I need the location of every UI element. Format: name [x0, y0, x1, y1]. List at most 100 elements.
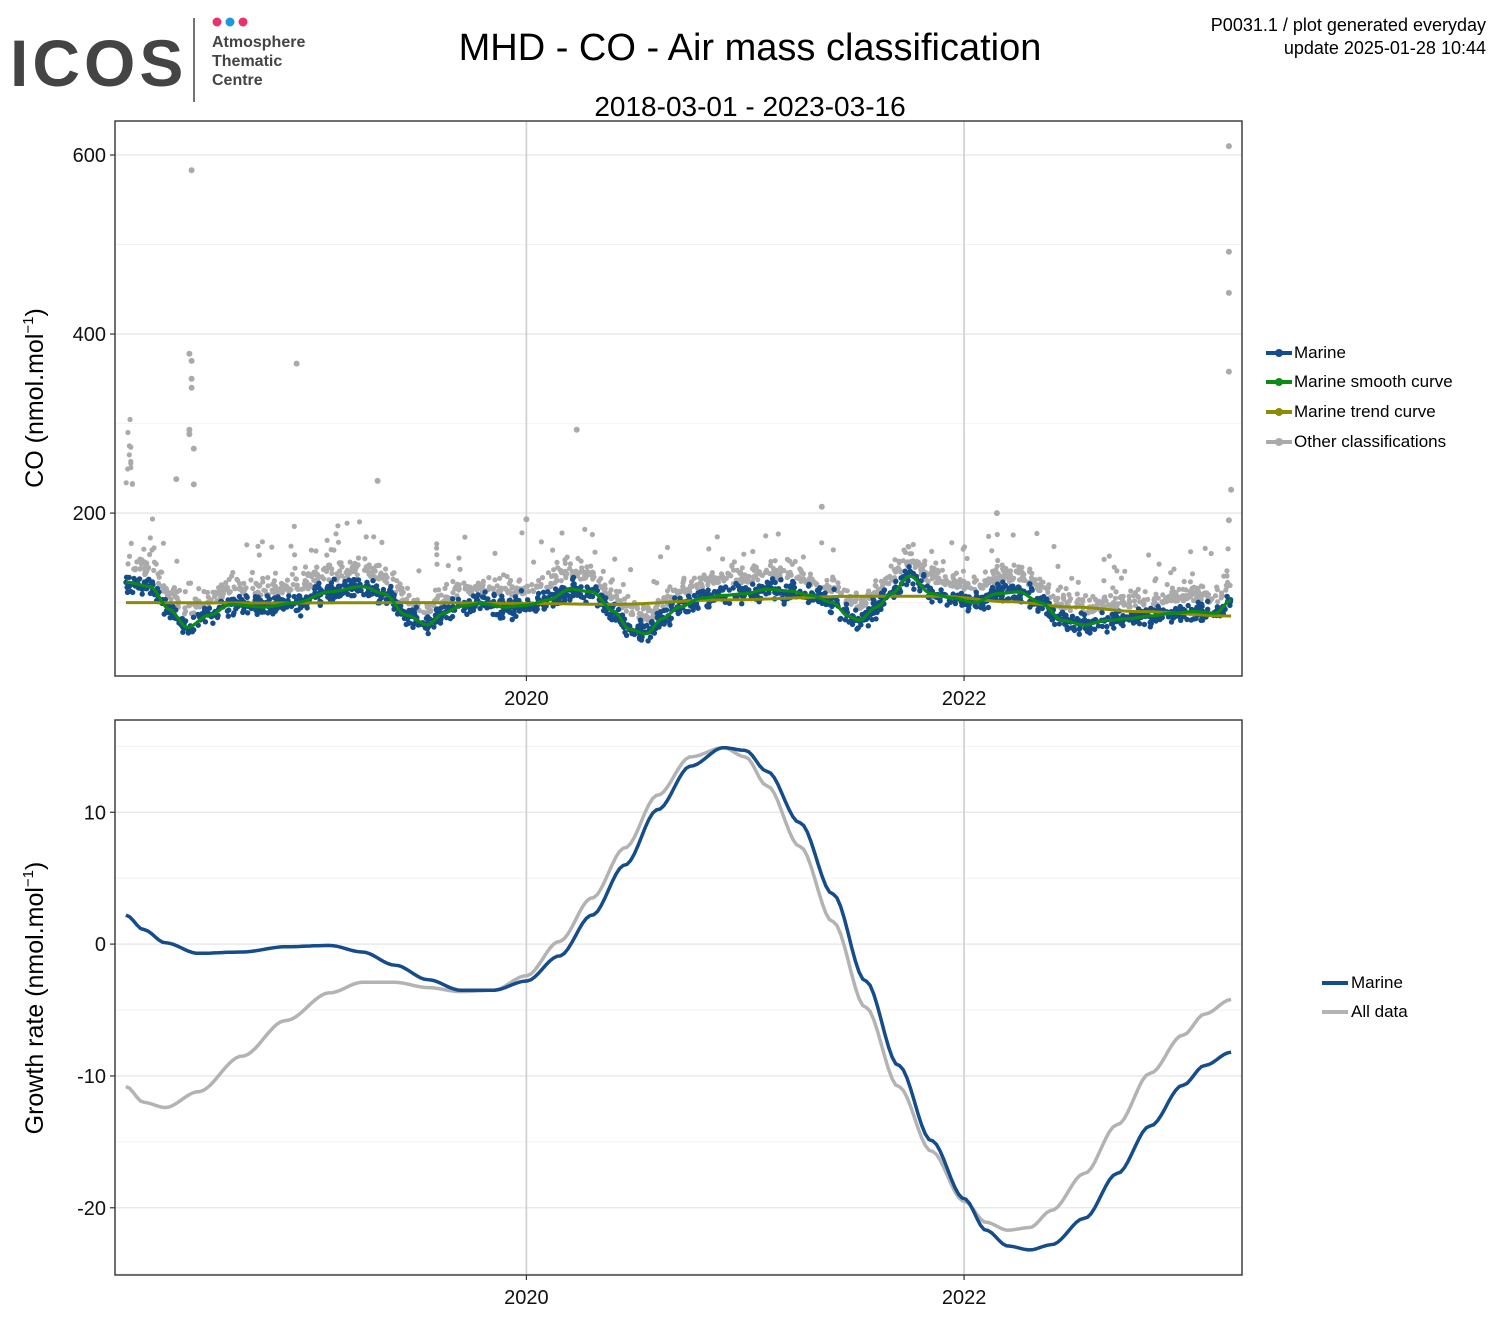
marine-point [1214, 604, 1221, 610]
marine-point [973, 604, 980, 610]
other-point [1150, 601, 1156, 607]
marine-point [231, 596, 237, 602]
other-outlier-point [1225, 368, 1232, 375]
other-point [721, 578, 727, 584]
marine-point [540, 589, 547, 595]
legend-item: Marine trend curve [1266, 397, 1453, 427]
other-point [1127, 604, 1133, 610]
marine-point [1170, 615, 1176, 621]
other-point [259, 539, 265, 545]
marine-point [980, 602, 986, 609]
marine-point [944, 602, 950, 608]
y-tick-label: -10 [77, 1066, 106, 1088]
other-point [445, 563, 451, 569]
marine-point [366, 592, 372, 598]
other-point [1067, 607, 1073, 614]
marine-point [316, 580, 322, 586]
other-point [1046, 582, 1052, 588]
marine-point [585, 592, 591, 598]
marine-point [252, 594, 259, 600]
marine-point [831, 586, 837, 592]
marine-point [1015, 584, 1021, 590]
other-point [220, 591, 226, 597]
other-point [1119, 596, 1125, 602]
other-point [852, 599, 858, 605]
other-point [1026, 569, 1033, 575]
marine-point [336, 583, 343, 589]
other-point [681, 575, 687, 581]
marine-point [431, 624, 437, 630]
other-point [450, 590, 456, 596]
legend-item: Marine smooth curve [1266, 368, 1453, 398]
other-point [845, 597, 852, 603]
other-point [126, 452, 132, 458]
marine-point [548, 591, 554, 598]
marine-point [424, 626, 430, 632]
other-point [657, 554, 664, 560]
other-outlier-point [186, 426, 193, 433]
other-point [664, 588, 671, 594]
legend-label: Marine trend curve [1294, 401, 1436, 421]
other-point [241, 580, 247, 587]
marine-point [834, 597, 840, 604]
other-point [434, 541, 440, 547]
panel-border [114, 120, 1243, 677]
marine-point [482, 589, 488, 595]
other-point [356, 519, 363, 525]
marine-point [518, 588, 525, 594]
marine-point [215, 612, 221, 619]
marine-point [600, 607, 607, 614]
other-point [256, 552, 262, 558]
other-point [629, 609, 635, 616]
marine-point [871, 599, 878, 606]
other-point [355, 555, 362, 561]
marine-point [580, 595, 587, 601]
other-point [1215, 599, 1221, 605]
other-point [249, 569, 255, 576]
marine-point [479, 594, 486, 600]
other-point [777, 570, 783, 576]
other-point [1114, 568, 1120, 574]
other-point [949, 540, 955, 546]
marine-point [637, 617, 644, 623]
marine-point [1027, 581, 1033, 587]
other-point [547, 584, 554, 590]
x-tick-label: 2020 [504, 688, 549, 710]
other-point [298, 586, 305, 592]
other-point [153, 561, 159, 567]
other-point [333, 531, 339, 537]
marine-point [1104, 623, 1110, 630]
other-point [1034, 530, 1040, 537]
other-point [492, 550, 498, 557]
marine-point [225, 597, 231, 603]
marine-point [169, 614, 175, 621]
legend-co: Marine Marine smooth curve Marine trend cu… [1266, 338, 1453, 456]
other-point [835, 580, 841, 586]
icos-logo: ICOS Atmosphere Thematic Centre [8, 12, 338, 107]
other-point [1188, 549, 1194, 555]
other-point [137, 566, 143, 572]
other-point [517, 577, 523, 583]
marine-point [1136, 621, 1143, 627]
y-tick-label: 400 [73, 324, 106, 346]
other-point [129, 481, 135, 487]
other-point [1110, 585, 1116, 591]
logo-wordmark: ICOS [10, 26, 187, 100]
other-point [1131, 598, 1138, 604]
other-point [461, 580, 467, 586]
other-point [664, 544, 671, 551]
other-point [205, 594, 211, 600]
legend-key [1322, 1010, 1348, 1015]
marine-point [1071, 627, 1078, 633]
other-point [1151, 595, 1157, 602]
other-point [1218, 593, 1224, 599]
marine-point [666, 618, 672, 625]
other-point [738, 569, 744, 575]
other-point [1111, 564, 1117, 570]
marine-point [325, 594, 331, 600]
other-point [269, 544, 275, 550]
other-point [384, 580, 390, 586]
other-point [714, 534, 720, 540]
marine-point [490, 611, 496, 617]
